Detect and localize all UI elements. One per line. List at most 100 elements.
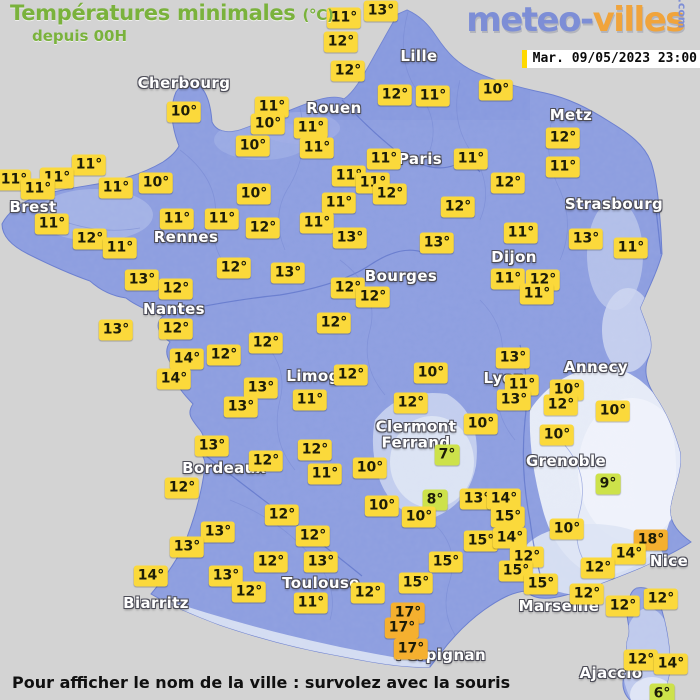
temp-tag[interactable]: 12° <box>333 364 369 386</box>
temp-tag[interactable]: 15° <box>398 572 434 594</box>
temp-tag[interactable]: 10° <box>549 518 585 540</box>
temp-tag[interactable]: 10° <box>364 495 400 517</box>
temp-tag[interactable]: 12° <box>372 183 408 205</box>
temp-tag[interactable]: 11° <box>453 148 489 170</box>
temp-tag[interactable]: 12° <box>158 318 194 340</box>
temp-tag[interactable]: 11° <box>415 85 451 107</box>
temp-tag[interactable]: 11° <box>293 592 329 614</box>
temp-tag[interactable]: 13° <box>243 377 279 399</box>
temp-tag[interactable]: 12° <box>440 196 476 218</box>
temp-tag[interactable]: 12° <box>350 582 386 604</box>
temp-tag[interactable]: 11° <box>519 283 555 305</box>
temp-tag[interactable]: 13° <box>223 396 259 418</box>
temp-tag[interactable]: 7° <box>434 444 460 466</box>
temp-tag[interactable]: 11° <box>503 222 539 244</box>
temp-tag[interactable]: 11° <box>254 96 290 118</box>
temp-tag[interactable]: 10° <box>401 506 437 528</box>
temp-tag[interactable]: 11° <box>307 463 343 485</box>
temp-tag[interactable]: 15° <box>428 551 464 573</box>
temp-tag[interactable]: 12° <box>248 332 284 354</box>
temp-tag[interactable]: 13° <box>495 347 531 369</box>
temp-tag[interactable]: 12° <box>231 581 267 603</box>
temp-tag[interactable]: 11° <box>98 177 134 199</box>
temp-tag[interactable]: 11° <box>34 213 70 235</box>
temp-tag[interactable]: 12° <box>216 257 252 279</box>
temp-tag[interactable]: 10° <box>138 172 174 194</box>
temp-tag[interactable]: 14° <box>156 368 192 390</box>
temp-tag[interactable]: 10° <box>166 101 202 123</box>
temp-tag[interactable]: 13° <box>270 262 306 284</box>
temp-tag[interactable]: 11° <box>613 237 649 259</box>
temp-tag[interactable]: 12° <box>393 392 429 414</box>
temp-tag[interactable]: 10° <box>478 79 514 101</box>
temp-tag[interactable]: 11° <box>326 7 362 29</box>
temp-tag[interactable]: 13° <box>496 389 532 411</box>
temp-tag[interactable]: 11° <box>293 117 329 139</box>
temp-tag[interactable]: 12° <box>72 228 108 250</box>
temp-tag[interactable]: 12° <box>605 595 641 617</box>
temp-tag[interactable]: 11° <box>292 389 328 411</box>
temp-tag[interactable]: 12° <box>569 583 605 605</box>
temp-tag[interactable]: 13° <box>568 228 604 250</box>
meteo-villes-logo[interactable]: meteo-villes .com <box>466 0 688 40</box>
temp-tag[interactable]: 12° <box>295 525 331 547</box>
temp-tag[interactable]: 12° <box>543 394 579 416</box>
temp-tag[interactable]: 10° <box>236 183 272 205</box>
temp-tag[interactable]: 12° <box>158 278 194 300</box>
temp-tag[interactable]: 11° <box>299 212 335 234</box>
temp-tag[interactable]: 14° <box>133 565 169 587</box>
temp-tag[interactable]: 11° <box>20 178 56 200</box>
temp-tag[interactable]: 15° <box>490 506 526 528</box>
temp-tag[interactable]: 17° <box>393 638 429 660</box>
temp-tag[interactable]: 13° <box>419 232 455 254</box>
temp-tag[interactable]: 12° <box>253 551 289 573</box>
temp-tag[interactable]: 10° <box>250 113 286 135</box>
temp-tag[interactable]: 17° <box>384 617 420 639</box>
temp-tag[interactable]: 11° <box>71 154 107 176</box>
temp-tag[interactable]: 14° <box>169 348 205 370</box>
temp-tag[interactable]: 14° <box>486 488 522 510</box>
temp-tag[interactable]: 11° <box>366 148 402 170</box>
temp-tag[interactable]: 12° <box>545 127 581 149</box>
temp-tag[interactable]: 13° <box>98 319 134 341</box>
temp-tag[interactable]: 13° <box>200 521 236 543</box>
temp-tag[interactable]: 10° <box>595 400 631 422</box>
temp-tag[interactable]: 13° <box>208 565 244 587</box>
temp-tag[interactable]: 13° <box>332 227 368 249</box>
temp-tag[interactable]: 12° <box>264 504 300 526</box>
temp-tag[interactable]: 10° <box>235 135 271 157</box>
temp-tag[interactable]: 11° <box>321 192 357 214</box>
temp-tag[interactable]: 12° <box>316 312 352 334</box>
temp-tag[interactable]: 12° <box>245 217 281 239</box>
temp-tag[interactable]: 10° <box>463 413 499 435</box>
temp-tag[interactable]: 12° <box>623 649 659 671</box>
temp-tag[interactable]: 12° <box>164 477 200 499</box>
temp-tag[interactable]: 13° <box>303 551 339 573</box>
temp-tag[interactable]: 11° <box>204 208 240 230</box>
temp-tag[interactable]: 14° <box>611 543 647 565</box>
temp-tag[interactable]: 13° <box>363 0 399 22</box>
temp-tag[interactable]: 12° <box>330 60 366 82</box>
temp-tag[interactable]: 15° <box>463 530 499 552</box>
temp-tag[interactable]: 10° <box>539 424 575 446</box>
temp-tag[interactable]: 12° <box>323 31 359 53</box>
temp-tag[interactable]: 13° <box>169 536 205 558</box>
temp-tag[interactable]: 11° <box>159 208 195 230</box>
temp-tag[interactable]: 14° <box>653 653 689 675</box>
temp-tag[interactable]: 15° <box>523 573 559 595</box>
temp-tag[interactable]: 13° <box>459 488 495 510</box>
temp-tag[interactable]: 12° <box>355 286 391 308</box>
temp-tag[interactable]: 12° <box>377 84 413 106</box>
temp-tag[interactable]: 10° <box>352 457 388 479</box>
temp-tag[interactable]: 11° <box>102 237 138 259</box>
temp-tag[interactable]: 6° <box>649 683 675 700</box>
temp-tag[interactable]: 8° <box>422 489 448 511</box>
temp-tag[interactable]: 12° <box>248 450 284 472</box>
temp-tag[interactable]: 12° <box>580 557 616 579</box>
temp-tag[interactable]: 11° <box>545 156 581 178</box>
temp-tag[interactable]: 14° <box>492 527 528 549</box>
temp-tag[interactable]: 13° <box>194 435 230 457</box>
temp-tag[interactable]: 12° <box>490 172 526 194</box>
temp-tag[interactable]: 11° <box>299 137 335 159</box>
temp-tag[interactable]: 11° <box>490 268 526 290</box>
